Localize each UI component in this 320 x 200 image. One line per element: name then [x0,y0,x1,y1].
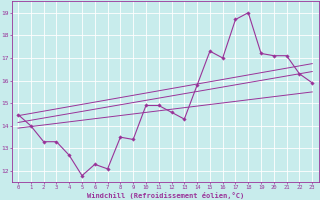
X-axis label: Windchill (Refroidissement éolien,°C): Windchill (Refroidissement éolien,°C) [86,192,244,199]
